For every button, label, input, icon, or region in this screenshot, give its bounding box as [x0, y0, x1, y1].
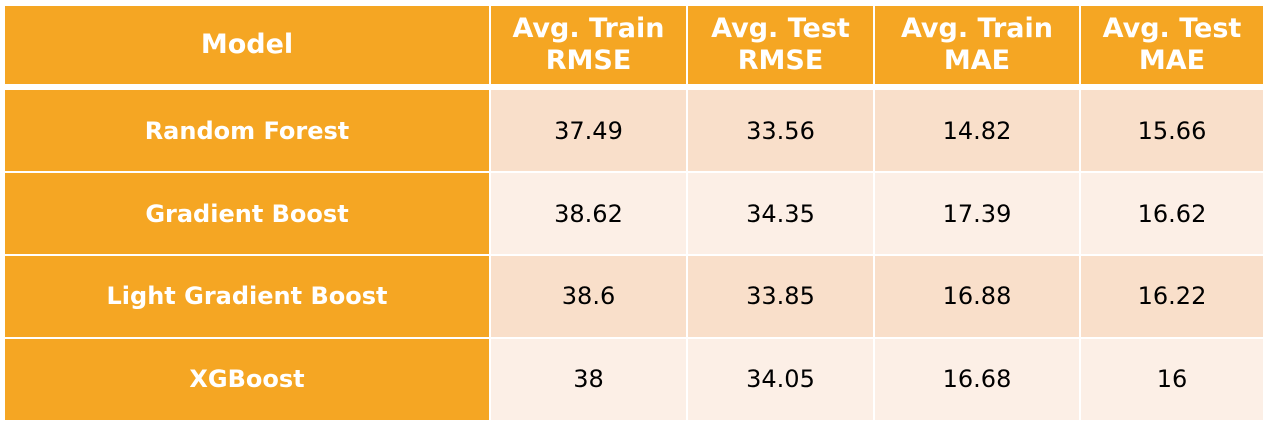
table-row-light-gradient-boost: Light Gradient Boost 38.6 33.85 16.88 16… [3, 254, 1265, 339]
row-label-model: Light Gradient Boost [3, 254, 491, 339]
row-label-model: Gradient Boost [3, 171, 491, 256]
model-results-table: Model Avg. Train RMSE Avg. Test RMSE Avg… [3, 4, 1265, 423]
header-model-label: Model [200, 29, 294, 60]
row-label-model: Random Forest [3, 85, 491, 174]
header-model: Model [3, 4, 491, 88]
cell-avg-train-rmse: 38.6 [489, 254, 688, 339]
cell-avg-train-rmse: 37.49 [489, 85, 688, 174]
header-avg-test-rmse-line1: Avg. Test [711, 13, 850, 44]
table-row-gradient-boost: Gradient Boost 38.62 34.35 17.39 16.62 [3, 171, 1265, 256]
results-table-container: Model Avg. Train RMSE Avg. Test RMSE Avg… [3, 4, 1265, 423]
header-avg-test-mae-line1: Avg. Test [1102, 13, 1242, 44]
cell-avg-test-rmse: 34.35 [686, 171, 875, 256]
header-avg-train-rmse: Avg. Train RMSE [489, 4, 688, 88]
cell-avg-train-rmse: 38.62 [489, 171, 688, 256]
header-avg-train-rmse-line1: Avg. Train [512, 13, 665, 44]
cell-avg-train-mae: 16.68 [873, 336, 1081, 423]
cell-avg-train-rmse: 38 [489, 336, 688, 423]
header-avg-train-mae: Avg. Train MAE [873, 4, 1081, 88]
table-row-random-forest: Random Forest 37.49 33.56 14.82 15.66 [3, 85, 1265, 174]
header-avg-test-rmse: Avg. Test RMSE [686, 4, 875, 88]
header-avg-test-rmse-line2: RMSE [737, 45, 824, 76]
cell-avg-test-mae: 15.66 [1079, 85, 1265, 174]
header-avg-train-mae-line2: MAE [943, 45, 1011, 76]
cell-avg-train-mae: 14.82 [873, 85, 1081, 174]
header-avg-test-mae-line2: MAE [1138, 45, 1206, 76]
header-avg-test-mae: Avg. Test MAE [1079, 4, 1265, 88]
cell-avg-test-mae: 16 [1079, 336, 1265, 423]
cell-avg-test-mae: 16.22 [1079, 254, 1265, 339]
header-avg-train-mae-line1: Avg. Train [901, 13, 1053, 44]
header-row: Model Avg. Train RMSE Avg. Test RMSE Avg… [3, 4, 1265, 88]
cell-avg-test-rmse: 33.85 [686, 254, 875, 339]
cell-avg-test-rmse: 33.56 [686, 85, 875, 174]
cell-avg-test-rmse: 34.05 [686, 336, 875, 423]
table-row-xgboost: XGBoost 38 34.05 16.68 16 [3, 336, 1265, 423]
cell-avg-test-mae: 16.62 [1079, 171, 1265, 256]
cell-avg-train-mae: 16.88 [873, 254, 1081, 339]
row-label-model: XGBoost [3, 336, 491, 423]
cell-avg-train-mae: 17.39 [873, 171, 1081, 256]
header-avg-train-rmse-line2: RMSE [545, 45, 632, 76]
